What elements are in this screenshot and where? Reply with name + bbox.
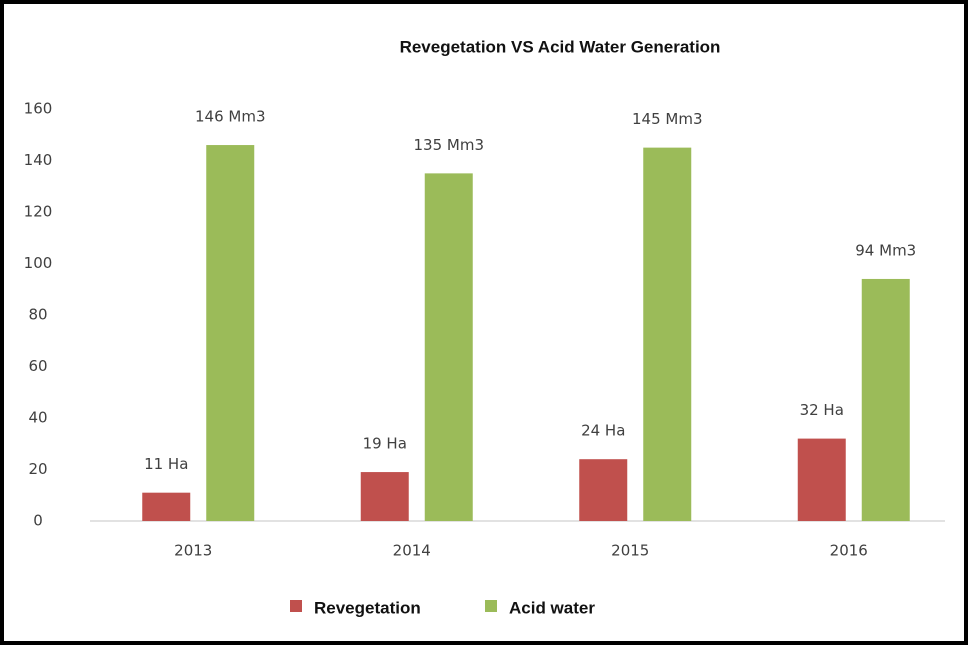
bar [424, 173, 473, 521]
x-tick-label: 2016 [830, 542, 868, 560]
y-tick-label: 40 [28, 409, 47, 427]
value-label: 135 Mm3 [414, 136, 485, 154]
value-label: 19 Ha [363, 435, 407, 453]
value-label: 94 Mm3 [855, 241, 916, 259]
y-tick-label: 160 [24, 100, 53, 118]
legend-label: Revegetation [314, 598, 421, 617]
y-tick-label: 80 [28, 306, 47, 324]
y-tick-label: 120 [24, 203, 53, 221]
legend-swatch [485, 600, 497, 612]
value-label: 11 Ha [144, 455, 188, 473]
y-tick-label: 100 [24, 254, 53, 272]
bar [360, 472, 409, 521]
y-tick-label: 60 [28, 357, 47, 375]
value-label: 145 Mm3 [632, 110, 703, 128]
bar [797, 438, 846, 521]
x-tick-label: 2015 [611, 542, 649, 560]
bar [861, 278, 910, 521]
y-tick-label: 140 [24, 151, 53, 169]
legend-label: Acid water [509, 598, 595, 617]
y-tick-label: 20 [28, 460, 47, 478]
x-tick-label: 2014 [393, 542, 431, 560]
bar [579, 459, 628, 521]
legend-swatch [290, 600, 302, 612]
bar [206, 145, 255, 522]
value-label: 146 Mm3 [195, 108, 266, 126]
x-tick-label: 2013 [174, 542, 212, 560]
bar [142, 492, 191, 521]
value-label: 32 Ha [800, 401, 844, 419]
bar [643, 147, 692, 521]
y-tick-label: 0 [33, 512, 43, 530]
chart-title: Revegetation VS Acid Water Generation [400, 37, 721, 56]
value-label: 24 Ha [581, 422, 625, 440]
